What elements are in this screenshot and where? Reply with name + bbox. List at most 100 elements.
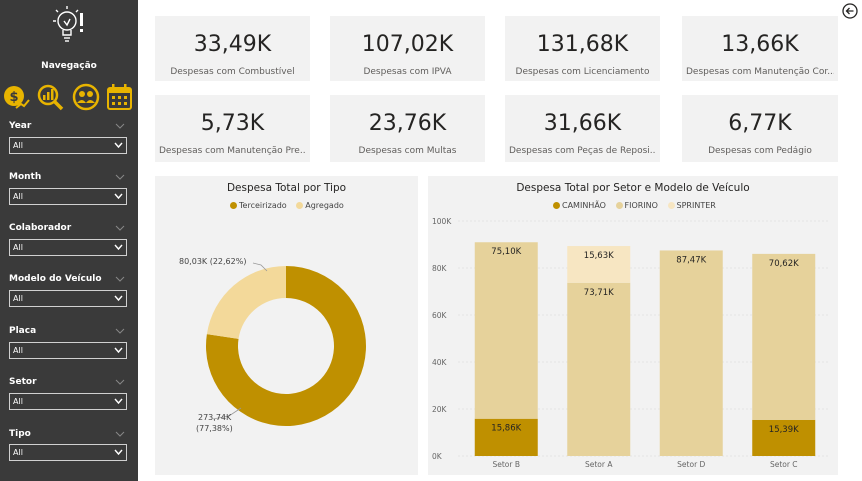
filter-year-value: All — [13, 141, 23, 150]
kpi-label: Despesas com Licenciamento — [515, 67, 650, 77]
bar-data-label: 15,63K — [584, 251, 614, 261]
dropdown-arrow-icon — [114, 244, 123, 251]
x-tick-label: Setor A — [585, 460, 613, 469]
kpi-value: 33,49K — [193, 32, 272, 57]
x-tick-label: Setor B — [492, 460, 520, 469]
bar-segment-caminhão[interactable] — [474, 418, 538, 456]
y-tick-label: 20K — [432, 405, 448, 414]
bar-segment-fiorino[interactable] — [567, 282, 631, 456]
donut-chart-title: Despesa Total por Tipo — [226, 182, 347, 194]
filter-colaborador-select[interactable]: All — [9, 239, 127, 256]
stacked-bar-chart: 0K 20K 40K 60K 80K 100K 15,86K 75,10K Setor B 73,… — [432, 217, 828, 469]
chevron-down-icon[interactable] — [115, 174, 125, 180]
legend-item-fiorino[interactable]: FIORINO — [615, 201, 658, 210]
legend-item-agregado[interactable]: Agregado — [296, 201, 344, 210]
legend-label: SPRINTER — [676, 201, 716, 210]
bar-chart-title: Despesa Total por Setor e Modelo de Veíc… — [516, 182, 750, 194]
label-leader-line — [212, 407, 242, 420]
chevron-down-icon[interactable] — [115, 328, 125, 334]
legend-label: CAMINHÃO — [562, 201, 606, 210]
bar-data-label: 70,62K — [769, 259, 799, 269]
back-arrow-icon[interactable] — [842, 3, 858, 19]
kpi-value: 107,02K — [361, 32, 454, 57]
filter-year-label: Year — [9, 121, 32, 131]
filter-placa-select[interactable]: All — [9, 342, 127, 359]
donut-slice-agregado[interactable] — [206, 266, 286, 339]
kpi-value: 13,66K — [721, 32, 799, 57]
chevron-down-icon[interactable] — [115, 225, 125, 231]
filter-tipo-value: All — [13, 448, 23, 457]
filter-modelo-value: All — [13, 294, 23, 303]
dropdown-arrow-icon — [114, 193, 123, 200]
chevron-down-icon[interactable] — [115, 123, 125, 129]
chevron-down-icon[interactable] — [115, 379, 125, 385]
kpi-value: 131,68K — [536, 32, 629, 57]
navigation-sidebar: Navegação $ — [0, 0, 138, 481]
legend-dot — [230, 202, 237, 209]
filter-placa-label: Placa — [9, 326, 37, 336]
kpi-value: 6,77K — [728, 111, 792, 136]
legend-dot — [667, 202, 675, 209]
svg-text:$: $ — [9, 90, 18, 105]
money-chart-icon[interactable]: $ — [2, 83, 30, 111]
kpi-card-licenciamento: 131,68K Despesas com Licenciamento — [505, 16, 660, 81]
filter-month-select[interactable]: All — [9, 188, 127, 205]
bar-segment-fiorino[interactable] — [752, 253, 816, 420]
chevron-down-icon[interactable] — [115, 276, 125, 282]
lightbulb-logo-icon — [53, 6, 83, 42]
kpi-value: 23,76K — [368, 111, 447, 136]
kpi-value: 31,66K — [543, 111, 622, 136]
bar-segment-caminhão[interactable] — [752, 419, 816, 456]
navigation-title: Navegação — [41, 61, 97, 71]
filter-setor-select[interactable]: All — [9, 393, 127, 410]
legend-item-sprinter[interactable]: SPRINTER — [667, 201, 716, 210]
calendar-icon[interactable] — [106, 83, 134, 111]
filter-tipo-select[interactable]: All — [9, 444, 127, 461]
kpi-value: 5,73K — [200, 111, 265, 136]
kpi-label: Despesas com Combustível — [170, 67, 295, 77]
kpi-label: Despesas com Peças de Reposi... — [509, 146, 656, 156]
donut-label-terceirizado-value: 273,74K — [198, 413, 232, 422]
navigation-buttons: $ — [2, 83, 136, 111]
kpi-label: Despesas com IPVA — [363, 67, 452, 77]
legend-item-caminhao[interactable]: CAMINHÃO — [553, 201, 606, 210]
bar-segment-sprinter[interactable] — [567, 246, 631, 283]
bar-segment-fiorino[interactable] — [474, 242, 538, 419]
dropdown-arrow-icon — [114, 347, 123, 354]
dropdown-arrow-icon — [114, 449, 123, 456]
bar-data-label: 15,86K — [491, 424, 521, 434]
filter-colaborador-label: Colaborador — [9, 223, 72, 233]
y-tick-label: 80K — [432, 264, 448, 273]
legend-dot — [296, 202, 304, 209]
filter-year-select[interactable]: All — [9, 137, 127, 154]
donut-slice-terceirizado[interactable] — [206, 266, 366, 426]
kpi-label: Despesas com Pedágio — [708, 146, 812, 156]
x-tick-label: Setor C — [770, 460, 798, 469]
filter-colaborador-value: All — [13, 243, 23, 252]
y-tick-label: 40K — [432, 358, 448, 367]
bar-data-label: 73,71K — [584, 288, 614, 298]
bar-chart-card: Despesa Total por Setor e Modelo de Veíc… — [428, 176, 838, 475]
kpi-card-pedagio: 6,77K Despesas com Pedágio — [682, 95, 838, 162]
kpi-card-combustivel: 33,49K Despesas com Combustível — [155, 16, 310, 81]
bar-legend: CAMINHÃO FIORINO SPRINTER — [553, 201, 723, 210]
filter-modelo-select[interactable]: All — [9, 290, 127, 307]
y-tick-label: 100K — [432, 217, 452, 226]
chevron-down-icon[interactable] — [115, 431, 125, 437]
analytics-magnifier-icon[interactable] — [36, 83, 64, 111]
donut-chart: 273,74K (77,38%) 80,03K (22,62%) — [179, 257, 366, 433]
kpi-card-manutencao-corretiva: 13,66K Despesas com Manutenção Cor... — [682, 16, 838, 81]
bar-data-label: 75,10K — [491, 247, 521, 257]
filter-placa-value: All — [13, 346, 23, 355]
y-tick-label: 0K — [432, 452, 443, 461]
dropdown-arrow-icon — [114, 295, 123, 302]
bar-segment-fiorino[interactable] — [659, 250, 723, 456]
legend-dot — [553, 202, 560, 209]
people-gear-icon[interactable] — [72, 83, 100, 111]
legend-item-terceirizado[interactable]: Terceirizado — [230, 201, 287, 210]
kpi-card-pecas: 31,66K Despesas com Peças de Reposi... — [505, 95, 660, 162]
filter-month-label: Month — [9, 172, 42, 182]
kpi-card-manutencao-preventiva: 5,73K Despesas com Manutenção Pre... — [155, 95, 310, 162]
kpi-label: Despesas com Multas — [358, 146, 457, 156]
filter-tipo-label: Tipo — [9, 429, 31, 439]
